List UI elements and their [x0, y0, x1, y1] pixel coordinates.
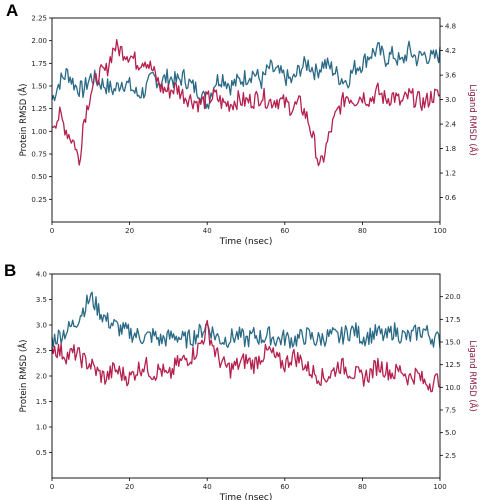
x-axis-label: Time (nsec) — [219, 493, 273, 500]
y-left-tick-label: 0.50 — [31, 173, 47, 181]
y-right-tick-label: 10.0 — [445, 384, 461, 392]
series-line-left — [51, 40, 441, 110]
plot-frame — [51, 17, 441, 223]
y-right-tick-label: 3.0 — [445, 96, 456, 104]
y-left-tick-label: 1.75 — [31, 60, 47, 68]
y-right-tick-label: 2.4 — [445, 121, 457, 129]
y-right-tick-label: 1.2 — [445, 170, 456, 178]
chart-panel-a: A 0 20 40 60 80 100 0.25 0.50 0.75 1.00 1.25 1.50 1.7… — [6, 1, 479, 247]
y-left-tick-label: 1.00 — [31, 128, 47, 136]
series-line-right — [51, 319, 441, 393]
y-right-tick-label: 12.5 — [445, 361, 461, 369]
y-right-tick-label: 3.6 — [445, 72, 457, 80]
panel-label: A — [6, 1, 18, 20]
y-right-tick-label: 2.5 — [445, 452, 456, 460]
y-right-tick-label: 4.2 — [445, 47, 456, 55]
y-right-tick-label: 15.0 — [445, 339, 461, 347]
x-tick-label: 60 — [280, 227, 289, 235]
y-right-tick-label: 1.8 — [445, 145, 456, 153]
y-axis-label-right: Ligand RMSD (Å) — [467, 340, 479, 412]
y-left-tick-label: 0.5 — [36, 449, 47, 457]
x-tick-label: 100 — [433, 483, 446, 491]
y-left-tick-label: 1.5 — [36, 398, 47, 406]
y-right-tick-label: 0.6 — [445, 194, 457, 202]
panel-label: B — [4, 261, 16, 280]
y-left-tick-label: 3.5 — [36, 296, 47, 304]
y-right-tick-label: 4.8 — [445, 23, 456, 31]
y-axis-label-left: Protein RMSD (Å) — [17, 340, 29, 413]
y-left-tick-label: 1.0 — [36, 424, 47, 432]
x-tick-label: 40 — [203, 483, 212, 491]
y-left-tick-label: 2.5 — [36, 347, 47, 355]
y-left-tick-label: 3.0 — [36, 322, 47, 330]
x-tick-label: 80 — [358, 483, 367, 491]
series-line-left — [51, 291, 441, 349]
y-left-tick-label: 2.00 — [31, 37, 47, 45]
x-tick-label: 40 — [203, 227, 212, 235]
chart-panel-b: B 0 20 40 60 80 100 0.5 1.0 1.5 2.0 2.5 3.0 3.5 4.0 2.5… — [4, 261, 479, 500]
y-left-tick-label: 2.25 — [31, 15, 47, 23]
x-tick-label: 0 — [50, 483, 54, 491]
x-tick-label: 80 — [358, 227, 367, 235]
x-axis-label: Time (nsec) — [219, 237, 273, 247]
y-left-tick-label: 1.50 — [31, 83, 47, 91]
series-line-right — [51, 39, 441, 167]
x-tick-label: 0 — [50, 227, 54, 235]
plot-frame — [51, 273, 441, 479]
x-tick-label: 100 — [433, 227, 446, 235]
y-left-tick-label: 1.25 — [31, 105, 47, 113]
x-tick-label: 60 — [280, 483, 289, 491]
y-left-tick-label: 4.0 — [36, 271, 47, 279]
x-tick-label: 20 — [125, 483, 134, 491]
y-right-tick-label: 20.0 — [445, 293, 461, 301]
y-axis-label-left: Protein RMSD (Å) — [17, 84, 29, 157]
y-left-tick-label: 2.0 — [36, 373, 47, 381]
y-right-tick-label: 5.0 — [445, 429, 456, 437]
y-right-tick-label: 17.5 — [445, 316, 461, 324]
y-left-tick-label: 0.75 — [31, 151, 47, 159]
y-axis-label-right: Ligand RMSD (Å) — [467, 84, 479, 156]
y-left-tick-label: 0.25 — [31, 196, 47, 204]
y-right-tick-label: 7.5 — [445, 407, 456, 415]
x-tick-label: 20 — [125, 227, 134, 235]
